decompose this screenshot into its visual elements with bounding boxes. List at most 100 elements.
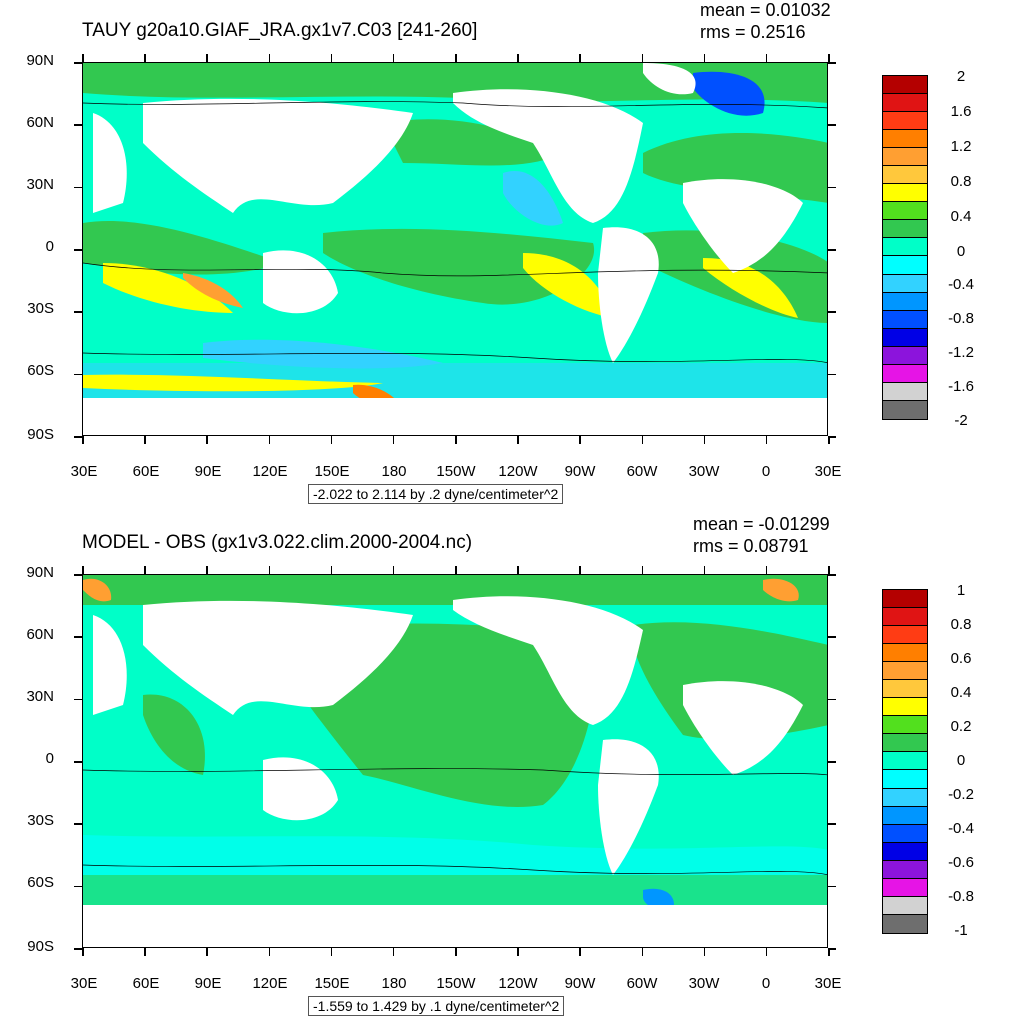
axis-tick (330, 54, 333, 62)
colorbar-label: 1.6 (950, 103, 972, 120)
colorbar-label: 0.2 (950, 718, 972, 735)
axis-tick (206, 436, 208, 444)
colorbar-swatch (883, 842, 927, 861)
axis-tick (828, 62, 836, 64)
lon-label: 30E (70, 463, 98, 480)
colorbar-swatch (883, 878, 927, 897)
colorbar-label: -0.4 (948, 276, 974, 293)
colorbar-swatch (883, 202, 927, 221)
colorbar-swatch (883, 824, 927, 843)
lat-label-30s: 30S (27, 812, 54, 829)
axis-tick (268, 948, 270, 956)
lat-label-30n: 30N (26, 176, 54, 193)
axis-tick (828, 823, 836, 825)
plot-title: TAUY g20a10.GIAF_JRA.gx1v7.C03 [241-260] (82, 20, 478, 41)
colorbar-swatch (883, 112, 927, 131)
axis-tick (828, 574, 836, 576)
colorbar-swatch (883, 716, 927, 735)
lon-label: 30W (688, 463, 720, 480)
colorbar-swatch (883, 752, 927, 771)
axis-tick (828, 761, 836, 763)
lon-label: 30E (814, 463, 842, 480)
colorbar-swatch (883, 130, 927, 149)
colorbar-swatch (883, 94, 927, 113)
axis-tick (703, 948, 706, 956)
axis-tick (74, 249, 82, 251)
lat-label-30s: 30S (27, 300, 54, 317)
colorbar (882, 75, 928, 420)
lon-label: 150W (436, 975, 476, 992)
panel-tauy: TAUY g20a10.GIAF_JRA.gx1v7.C03 [241-260]… (26, 0, 974, 504)
colorbar-swatch (883, 220, 927, 239)
axis-tick (144, 436, 146, 444)
lon-label: 150E (314, 463, 350, 480)
lon-label: 120W (498, 463, 538, 480)
lon-label: 150W (436, 463, 476, 480)
lon-label: 30W (688, 975, 720, 992)
lat-label-30n: 30N (26, 688, 54, 705)
axis-tick (392, 436, 395, 444)
lon-label: 120W (498, 975, 538, 992)
axis-tick (828, 436, 836, 438)
axis-tick (82, 566, 84, 574)
colorbar-label: 2 (956, 68, 966, 85)
mean-label: mean = 0.01032 (700, 0, 831, 20)
axis-tick (828, 885, 836, 888)
lon-label: 150E (314, 975, 350, 992)
map-frame (82, 62, 828, 436)
colorbar-label: -0.2 (948, 786, 974, 803)
axis-tick (206, 54, 208, 62)
lon-label: 120E (252, 463, 288, 480)
colorbar-swatch (883, 76, 927, 95)
lon-label: 0 (761, 975, 771, 992)
colorbar-swatch (883, 166, 927, 185)
axis-tick (517, 54, 519, 62)
lat-label-90s: 90S (27, 426, 54, 443)
lon-label: 90W (564, 463, 596, 480)
colorbar-label: -0.6 (948, 854, 974, 871)
lon-label: 180 (381, 975, 407, 992)
colorbar-label: -0.8 (948, 888, 974, 905)
colorbar-label: -0.8 (948, 310, 974, 327)
axis-tick (579, 948, 581, 956)
panel-model-minus-obs: MODEL - OBS (gx1v3.022.clim.2000-2004.nc… (0, 512, 1024, 1024)
lon-label: 60W (626, 463, 658, 480)
colorbar-swatch (883, 590, 927, 609)
axis-tick (828, 54, 830, 62)
axis-tick (703, 436, 706, 444)
axis-tick (206, 566, 208, 574)
lat-label-0: 0 (45, 238, 54, 255)
colorbar-swatch (883, 806, 927, 825)
axis-tick (828, 124, 836, 126)
lon-label: 60E (132, 463, 160, 480)
colorbar-label: 0.8 (950, 616, 972, 633)
lon-label: 120E (252, 975, 288, 992)
axis-tick (703, 54, 706, 62)
lon-label: 30E (70, 975, 98, 992)
colorbar-label: 0.4 (950, 208, 972, 225)
axis-tick (74, 436, 82, 438)
lat-label-90n: 90N (26, 564, 54, 581)
axis-tick (144, 566, 146, 574)
colorbar-swatch (883, 310, 927, 329)
axis-tick (206, 948, 208, 956)
axis-tick (74, 636, 82, 638)
mean-label: mean = -0.01299 (693, 514, 830, 534)
axis-tick (765, 566, 768, 574)
lon-label: 90E (194, 463, 222, 480)
axis-tick (579, 436, 581, 444)
colorbar-label: -2 (954, 412, 968, 429)
axis-tick (144, 948, 146, 956)
axis-tick (828, 373, 836, 376)
colorbar-swatch (883, 274, 927, 293)
colorbar-swatch (883, 788, 927, 807)
colorbar-swatch (883, 256, 927, 275)
axis-tick (74, 885, 82, 888)
colorbar-label: 0 (956, 243, 966, 260)
colorbar-swatch (883, 770, 927, 789)
plot-title: MODEL - OBS (gx1v3.022.clim.2000-2004.nc… (82, 532, 473, 553)
lon-label: 90E (194, 975, 222, 992)
axis-tick (641, 54, 643, 62)
axis-tick (828, 698, 836, 701)
colorbar-swatch (883, 238, 927, 257)
